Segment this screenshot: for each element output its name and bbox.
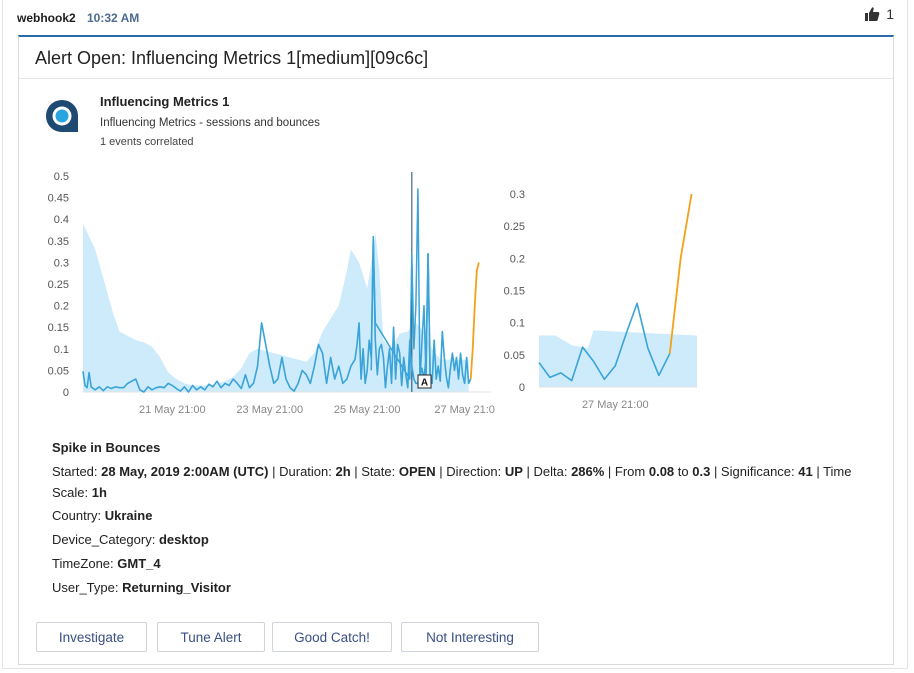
dimension-value: Ukraine bbox=[104, 508, 153, 523]
y-tick-label: 0.3 bbox=[54, 257, 69, 269]
duration-value: 2h bbox=[335, 464, 351, 479]
y-tick-label: 0 bbox=[519, 382, 525, 394]
section-title: Spike in Bounces bbox=[52, 440, 161, 455]
metric-series-line bbox=[538, 302, 671, 382]
investigate-button[interactable]: Investigate bbox=[36, 622, 147, 652]
alert-details: Started: 28 May, 2019 2:00AM (UTC) | Dur… bbox=[52, 461, 872, 503]
y-tick-label: 0.45 bbox=[48, 193, 69, 205]
dimension-user-type: User_Type: Returning_Visitor bbox=[52, 580, 231, 595]
y-tick-label: 0.25 bbox=[48, 279, 69, 291]
y-tick-label: 0.15 bbox=[504, 286, 525, 298]
thumbs-up-icon bbox=[865, 7, 880, 21]
y-tick-label: 0.15 bbox=[48, 322, 69, 334]
reaction-count: 1 bbox=[886, 6, 894, 22]
annotation-label: A bbox=[421, 378, 428, 389]
significance-value: 41 bbox=[798, 464, 813, 479]
metric-description: Influencing Metrics - sessions and bounc… bbox=[100, 117, 320, 129]
dimension-label: Device_Category: bbox=[52, 532, 159, 547]
correlated-events: 1 events correlated bbox=[100, 136, 194, 148]
good-catch-button[interactable]: Good Catch! bbox=[272, 622, 392, 652]
dimension-label: TimeZone: bbox=[52, 556, 118, 571]
dimension-value: Returning_Visitor bbox=[122, 580, 231, 595]
dimension-device-category: Device_Category: desktop bbox=[52, 532, 209, 547]
x-tick-label: 27 May 21:0 bbox=[434, 404, 495, 416]
state-label: | State: bbox=[350, 464, 399, 479]
from-value: 0.08 bbox=[648, 464, 675, 479]
dimension-timezone: TimeZone: GMT_4 bbox=[52, 556, 161, 571]
dimension-label: Country: bbox=[52, 508, 105, 523]
duration-label: | Duration: bbox=[268, 464, 336, 479]
x-tick-label: 21 May 21:00 bbox=[139, 404, 206, 416]
message-time[interactable]: 10:32 AM bbox=[87, 11, 140, 25]
delta-value: 286% bbox=[571, 464, 605, 479]
direction-label: | Direction: bbox=[435, 464, 505, 479]
y-tick-label: 0.05 bbox=[504, 350, 525, 362]
y-tick-label: 0.5 bbox=[54, 171, 69, 183]
sender-name[interactable]: webhook2 bbox=[17, 11, 76, 25]
annotation-badge bbox=[417, 374, 432, 389]
metric-series-line bbox=[82, 240, 472, 393]
timescale-label: | Time Scale: bbox=[52, 464, 852, 500]
y-tick-label: 0.35 bbox=[48, 236, 69, 248]
y-tick-label: 0 bbox=[63, 387, 69, 399]
significance-label: | Significance: bbox=[710, 464, 799, 479]
dimension-label: User_Type: bbox=[52, 580, 123, 595]
state-value: OPEN bbox=[398, 464, 436, 479]
started-value: 28 May, 2019 2:00AM (UTC) bbox=[101, 464, 269, 479]
y-tick-label: 0.05 bbox=[48, 365, 69, 377]
x-tick-label: 27 May 21:00 bbox=[582, 399, 649, 411]
anomaly-series-line bbox=[469, 262, 480, 380]
not-interesting-button[interactable]: Not Interesting bbox=[401, 622, 539, 652]
direction-value: UP bbox=[504, 464, 523, 479]
to-value: 0.3 bbox=[692, 464, 711, 479]
delta-label: | Delta: bbox=[522, 464, 572, 479]
y-tick-label: 0.4 bbox=[54, 214, 69, 226]
message-header: webhook2 10:32 AM 1 bbox=[0, 0, 914, 36]
anodot-logo-icon bbox=[46, 100, 78, 132]
alert-title: Alert Open: Influencing Metrics 1[medium… bbox=[35, 48, 429, 68]
zoom-timeseries-chart: 0 0.05 0.1 0.15 0.2 0.25 0.3 27 May 21:00 bbox=[504, 189, 697, 411]
dimension-country: Country: Ukraine bbox=[52, 508, 152, 523]
title-divider bbox=[19, 78, 893, 79]
metric-name: Influencing Metrics 1 bbox=[100, 94, 230, 109]
x-tick-label: 25 May 21:00 bbox=[334, 404, 401, 416]
y-tick-label: 0.1 bbox=[510, 318, 525, 330]
y-tick-label: 0.1 bbox=[54, 344, 69, 356]
y-tick-label: 0.3 bbox=[510, 189, 525, 201]
alert-card: Alert Open: Influencing Metrics 1[medium… bbox=[18, 35, 894, 665]
from-label: | From bbox=[604, 464, 649, 479]
started-label: Started: bbox=[52, 464, 102, 479]
tune-alert-button[interactable]: Tune Alert bbox=[157, 622, 265, 652]
dimension-value: GMT_4 bbox=[117, 556, 161, 571]
y-tick-label: 0.25 bbox=[504, 221, 525, 233]
y-tick-label: 0.2 bbox=[54, 301, 69, 313]
main-timeseries-chart: 0 0.05 0.1 0.15 0.2 0.25 0.3 0.35 0.4 0.45 0.5 21 M… bbox=[48, 171, 495, 416]
anomaly-series-line bbox=[668, 193, 693, 354]
y-tick-label: 0.2 bbox=[510, 253, 525, 265]
timescale-value: 1h bbox=[91, 485, 107, 500]
dimension-value: desktop bbox=[158, 532, 209, 547]
reaction-button[interactable]: 1 bbox=[864, 6, 894, 22]
to-label: to bbox=[674, 464, 693, 479]
x-tick-label: 23 May 21:00 bbox=[236, 404, 303, 416]
